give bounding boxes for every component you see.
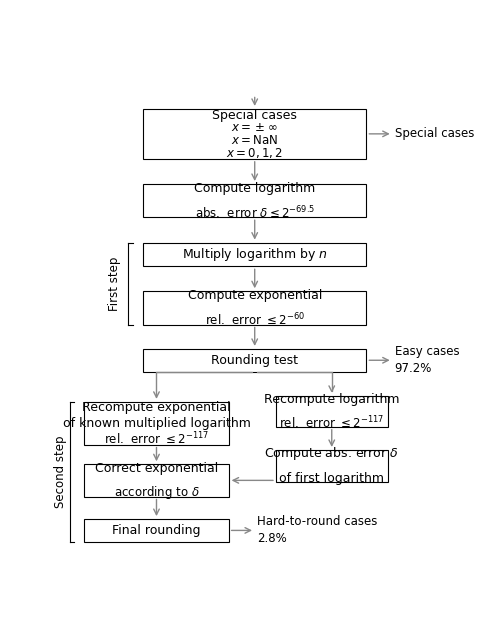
Text: Correct exponential: Correct exponential <box>95 462 218 475</box>
Text: 2.8%: 2.8% <box>257 532 287 545</box>
Bar <box>276 396 388 426</box>
Text: Final rounding: Final rounding <box>112 524 201 537</box>
Text: Recompute logarithm: Recompute logarithm <box>264 393 400 406</box>
Bar <box>143 291 366 324</box>
Bar <box>84 519 229 542</box>
Text: according to $\delta$: according to $\delta$ <box>114 484 199 501</box>
Text: rel.  error $\leq 2^{-117}$: rel. error $\leq 2^{-117}$ <box>104 431 209 448</box>
Text: Rounding test: Rounding test <box>211 353 298 367</box>
Text: $x = \pm\infty$: $x = \pm\infty$ <box>232 121 278 134</box>
Text: rel.  error $\leq 2^{-117}$: rel. error $\leq 2^{-117}$ <box>279 415 384 431</box>
Text: Compute exponential: Compute exponential <box>187 289 322 302</box>
Text: of first logarithm: of first logarithm <box>279 472 384 485</box>
Text: $x = 0, 1, 2$: $x = 0, 1, 2$ <box>226 145 283 160</box>
Bar <box>143 109 366 159</box>
Text: abs.  error $\delta \leq 2^{-69.5}$: abs. error $\delta \leq 2^{-69.5}$ <box>194 205 315 222</box>
Text: Hard-to-round cases: Hard-to-round cases <box>257 516 377 529</box>
Text: Compute logarithm: Compute logarithm <box>194 181 315 194</box>
Bar <box>143 349 366 371</box>
Text: Special cases: Special cases <box>212 108 297 121</box>
Bar <box>276 450 388 482</box>
Text: 97.2%: 97.2% <box>395 362 432 375</box>
Text: Easy cases: Easy cases <box>395 345 459 358</box>
Text: Compute abs. error $\delta$: Compute abs. error $\delta$ <box>264 446 399 462</box>
Text: rel.  error $\leq 2^{-60}$: rel. error $\leq 2^{-60}$ <box>205 312 305 329</box>
Bar <box>84 402 229 444</box>
Text: Multiply logarithm by $n$: Multiply logarithm by $n$ <box>182 246 328 263</box>
Bar <box>143 184 366 217</box>
Bar <box>143 243 366 266</box>
Text: Second step: Second step <box>54 436 67 508</box>
Text: Recompute exponential: Recompute exponential <box>82 400 231 413</box>
Text: First step: First step <box>108 256 121 311</box>
Text: Special cases: Special cases <box>395 128 474 141</box>
Text: $x =\mathrm{NaN}$: $x =\mathrm{NaN}$ <box>231 134 278 147</box>
Text: of known multiplied logarithm: of known multiplied logarithm <box>63 417 250 430</box>
Bar <box>84 464 229 496</box>
